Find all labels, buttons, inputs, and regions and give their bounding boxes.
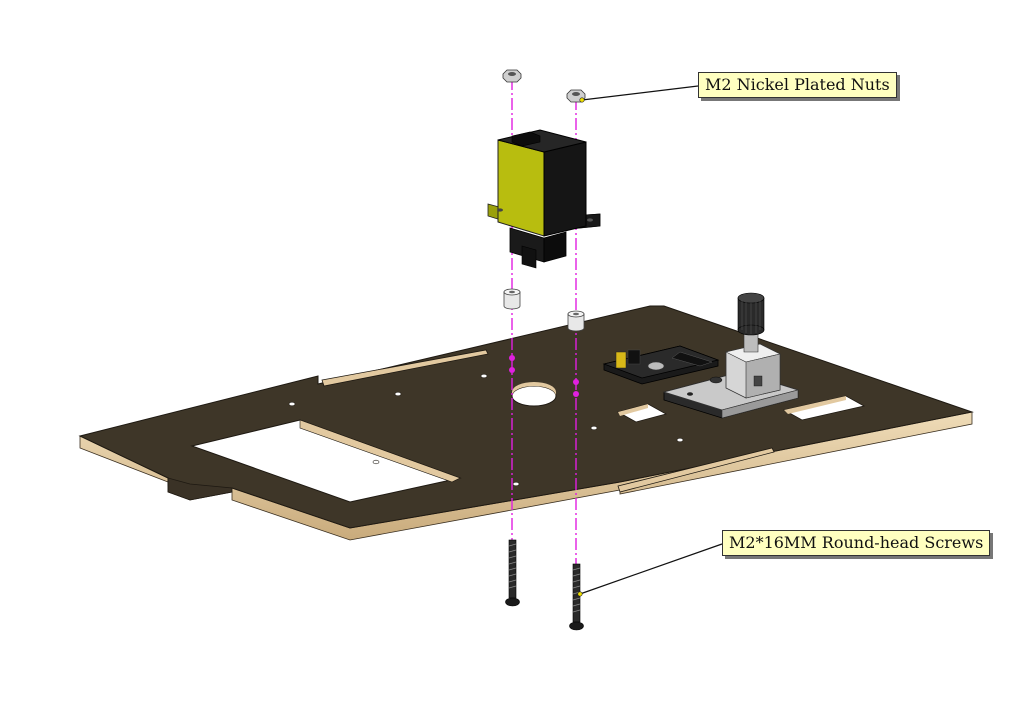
spacer-left [503,288,521,310]
plate-mounting-holes [288,373,684,487]
callout-nuts-label: M2 Nickel Plated Nuts [698,72,897,98]
leader-line-nuts [579,85,699,103]
plate-left-tab [167,477,233,501]
guide-hole-markers [509,355,579,397]
leader-line-screws [577,543,723,597]
ir-receiver-module [602,345,720,385]
servo-motor [487,129,601,269]
acrylic-base-plate [78,305,974,541]
m2-nut-left [502,69,522,83]
plate-small-cutout-1 [616,403,668,423]
plate-top-slot [321,349,489,387]
plate-servo-hole [511,385,557,407]
spacer-right [567,310,585,332]
plate-bottom-slot [617,447,775,493]
potentiometer-module [662,292,800,419]
callout-screws-label: M2*16MM Round-head Screws [722,530,991,556]
m2-screw-right [569,563,584,631]
m2-screw-left [505,539,520,607]
plate-small-cutout-2 [782,395,866,421]
